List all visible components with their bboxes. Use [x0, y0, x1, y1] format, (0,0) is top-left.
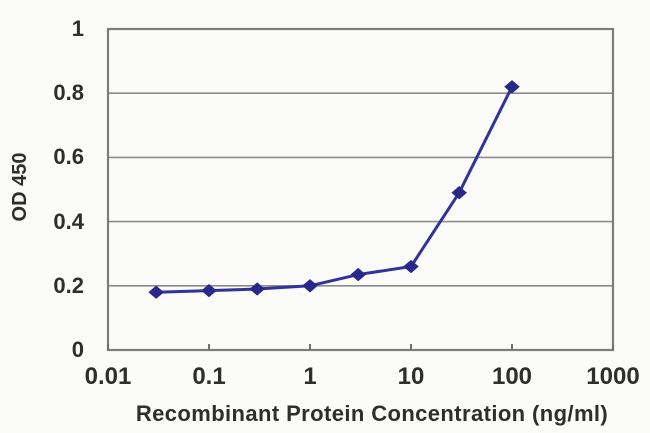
y-tick-label: 0.6	[53, 144, 84, 170]
y-tick-label: 1	[71, 16, 84, 41]
data-point-marker	[249, 282, 265, 296]
axis-frame	[106, 27, 615, 352]
y-tick-label: 0	[71, 337, 84, 362]
x-tick-label: 0.1	[192, 363, 226, 390]
data-point-marker	[403, 259, 419, 274]
data-point-marker	[350, 267, 366, 282]
data-point-marker	[201, 283, 217, 298]
x-axis-title: Recombinant Protein Concentration (ng/ml…	[135, 401, 609, 426]
x-tick-label: 1	[303, 363, 317, 390]
data-point-marker	[451, 186, 467, 200]
y-tick-label: 0.4	[53, 208, 84, 234]
y-tick-label: 0.8	[53, 80, 84, 106]
data-point-marker	[302, 279, 318, 293]
y-tick-label: 0.2	[53, 272, 84, 298]
data-series-line	[154, 85, 514, 294]
x-tick-label: 10	[397, 363, 425, 390]
data-point-marker	[504, 80, 520, 94]
x-tick-label: 0.01	[84, 363, 132, 390]
data-point-marker	[148, 285, 164, 299]
x-tick-label: 1000	[586, 363, 640, 390]
x-tick-label: 100	[491, 363, 533, 390]
